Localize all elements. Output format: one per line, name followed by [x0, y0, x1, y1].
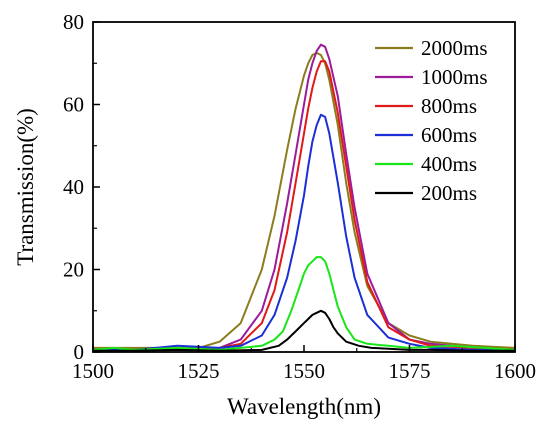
series-lines	[92, 43, 516, 352]
x-tick-label: 1600	[494, 359, 536, 383]
series-line-1000ms	[93, 43, 516, 351]
series-line-400ms	[92, 256, 516, 351]
series-line-200ms	[93, 309, 515, 352]
legend-label-2000ms: 2000ms	[421, 36, 488, 60]
y-axis-ticks: 0 20 40 60 80	[63, 10, 100, 364]
y-tick-label: 80	[63, 10, 84, 34]
legend-label-400ms: 400ms	[421, 152, 477, 176]
x-tick-label: 1500	[72, 359, 114, 383]
y-axis-title: Transmission(%)	[13, 108, 38, 266]
x-tick-label: 1575	[389, 359, 431, 383]
x-axis-ticks: 1500 1525 1550 1575 1600	[72, 345, 536, 383]
legend: 2000ms 1000ms 800ms 600ms 400ms 200ms	[375, 36, 488, 205]
x-axis-title: Wavelength(nm)	[227, 394, 381, 419]
y-tick-label: 0	[74, 340, 85, 364]
y-tick-label: 20	[63, 258, 84, 282]
y-tick-label: 60	[63, 93, 84, 117]
legend-label-800ms: 800ms	[421, 94, 477, 118]
series-line-600ms	[93, 113, 515, 351]
legend-label-600ms: 600ms	[421, 123, 477, 147]
y-tick-label: 40	[63, 175, 84, 199]
legend-label-200ms: 200ms	[421, 181, 477, 205]
series-line-800ms	[93, 60, 516, 351]
legend-label-1000ms: 1000ms	[421, 65, 488, 89]
x-tick-label: 1550	[283, 359, 325, 383]
x-tick-label: 1525	[178, 359, 220, 383]
